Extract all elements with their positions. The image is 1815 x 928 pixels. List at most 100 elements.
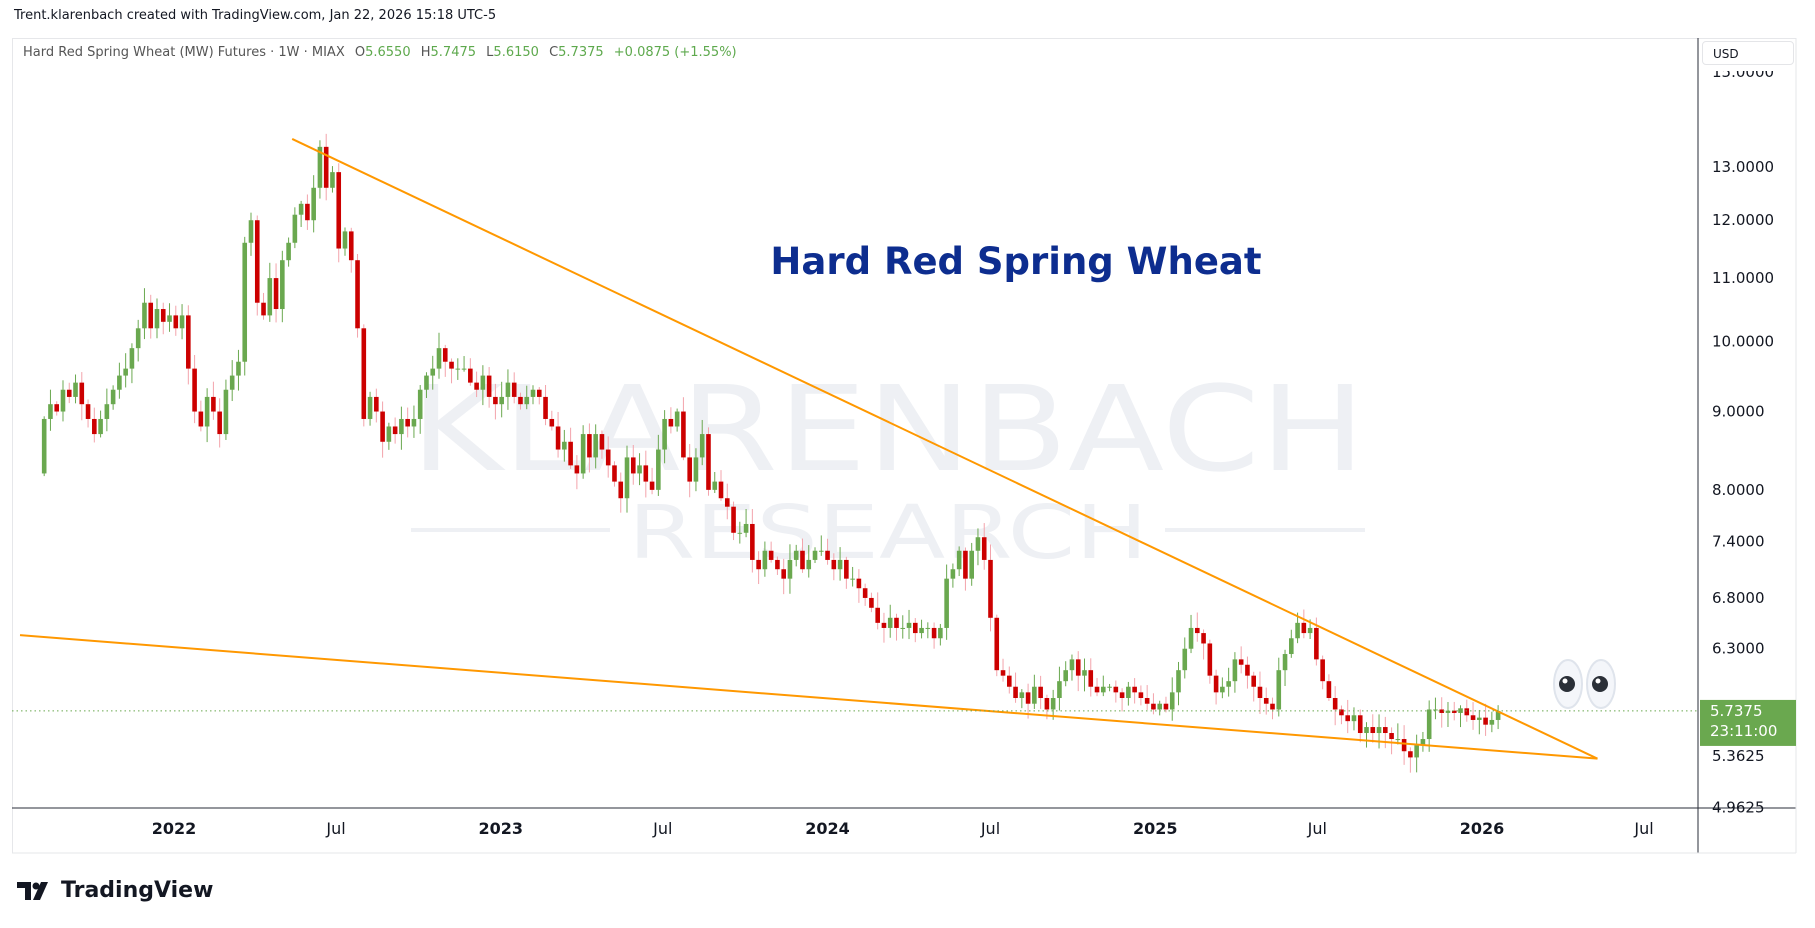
candle-body [731, 506, 736, 533]
candle-body [1470, 715, 1476, 720]
symbol-name[interactable]: Hard Red Spring Wheat (MW) Futures · 1W … [23, 45, 345, 60]
candle [1157, 700, 1163, 716]
candle-body [1094, 686, 1100, 693]
candle-body [236, 361, 241, 376]
price-tick-label: 9.0000 [1712, 403, 1765, 421]
candle-body [73, 382, 78, 397]
candle-body [380, 411, 385, 442]
candle-body [568, 441, 573, 466]
candle-body [1013, 686, 1018, 699]
candle-body [511, 382, 517, 397]
candle [330, 166, 335, 193]
candle-body [1019, 692, 1025, 699]
candle [348, 227, 354, 273]
candle [762, 541, 768, 577]
candle-body [1000, 670, 1006, 676]
candle [142, 288, 147, 340]
time-tick-label: Jul [1307, 819, 1327, 838]
candle-body [1088, 670, 1094, 687]
trendline[interactable] [291, 138, 1598, 760]
candle [486, 367, 492, 408]
candle-body [605, 449, 611, 466]
candle [54, 401, 60, 416]
candles [41, 133, 1501, 773]
candle [66, 382, 72, 404]
candle-body [524, 396, 530, 405]
candle-body [1489, 719, 1495, 725]
candle [750, 509, 755, 573]
candle [1489, 711, 1495, 733]
trendlines[interactable] [19, 138, 1598, 760]
candle-body [399, 418, 404, 435]
candle [1207, 639, 1213, 684]
candle-body [712, 481, 718, 490]
candle [499, 381, 504, 418]
tradingview-logo[interactable]: TradingView [17, 878, 213, 903]
time-axis[interactable]: 2022 Jul 2023 Jul 2024 Jul 2025 Jul 2026 Jul [152, 819, 1654, 838]
candle [981, 523, 987, 570]
candle-body [60, 389, 66, 412]
candle [280, 250, 285, 323]
candle-body [468, 368, 473, 383]
candle [1238, 646, 1244, 674]
price-tick-label: 10.0000 [1712, 332, 1774, 350]
candle [919, 619, 924, 639]
candle [562, 429, 567, 462]
candle [693, 448, 699, 492]
candle [756, 551, 761, 585]
candle [1019, 689, 1025, 709]
candle-body [812, 550, 818, 560]
last-price-label: 5.7375 23:11:00 [1700, 699, 1796, 746]
symbol-legend: Hard Red Spring Wheat (MW) Futures · 1W … [23, 45, 737, 60]
candle-body [1464, 708, 1470, 716]
candle [129, 343, 135, 384]
candle-body [593, 434, 598, 458]
candle [706, 427, 711, 496]
candle [875, 592, 880, 630]
candle [374, 388, 379, 423]
candle [474, 371, 479, 398]
trendline[interactable] [19, 634, 1598, 760]
candle [1332, 686, 1338, 726]
candle-body [217, 411, 222, 435]
candle [912, 618, 918, 643]
candle [1495, 705, 1501, 730]
candle [1163, 696, 1169, 713]
candle-body [211, 396, 216, 412]
candle [963, 547, 968, 591]
candle-body [806, 559, 812, 570]
candle [85, 399, 91, 428]
candle [267, 262, 273, 322]
candle-body [656, 449, 661, 490]
currency-button[interactable]: USD [1702, 41, 1794, 65]
candle [1289, 629, 1294, 658]
candle-body [173, 315, 179, 329]
candle-body [549, 418, 555, 427]
time-tick-label: 2022 [152, 819, 197, 838]
candle-body [386, 426, 392, 442]
candle-body [599, 434, 605, 450]
candle-body [1495, 710, 1501, 720]
candle [48, 389, 53, 431]
candle [254, 215, 260, 316]
candle-body [1245, 664, 1250, 676]
candle [1370, 714, 1376, 743]
candle-body [1232, 659, 1238, 682]
candle-body [167, 315, 172, 322]
candle [424, 372, 429, 398]
candle-body [1195, 627, 1200, 634]
candle [787, 544, 793, 594]
price-axis[interactable]: 15.000013.000012.000011.000010.00009.000… [1712, 63, 1774, 817]
candle-body [430, 368, 436, 376]
candle [649, 467, 655, 495]
candle [1276, 657, 1282, 717]
candle [73, 374, 78, 404]
candle-body [1451, 710, 1457, 713]
candle [1151, 693, 1156, 715]
candle-body [1458, 708, 1463, 713]
candle-body [179, 315, 185, 329]
candle-body [837, 559, 843, 570]
candle-body [1251, 675, 1257, 687]
candle [154, 298, 160, 339]
